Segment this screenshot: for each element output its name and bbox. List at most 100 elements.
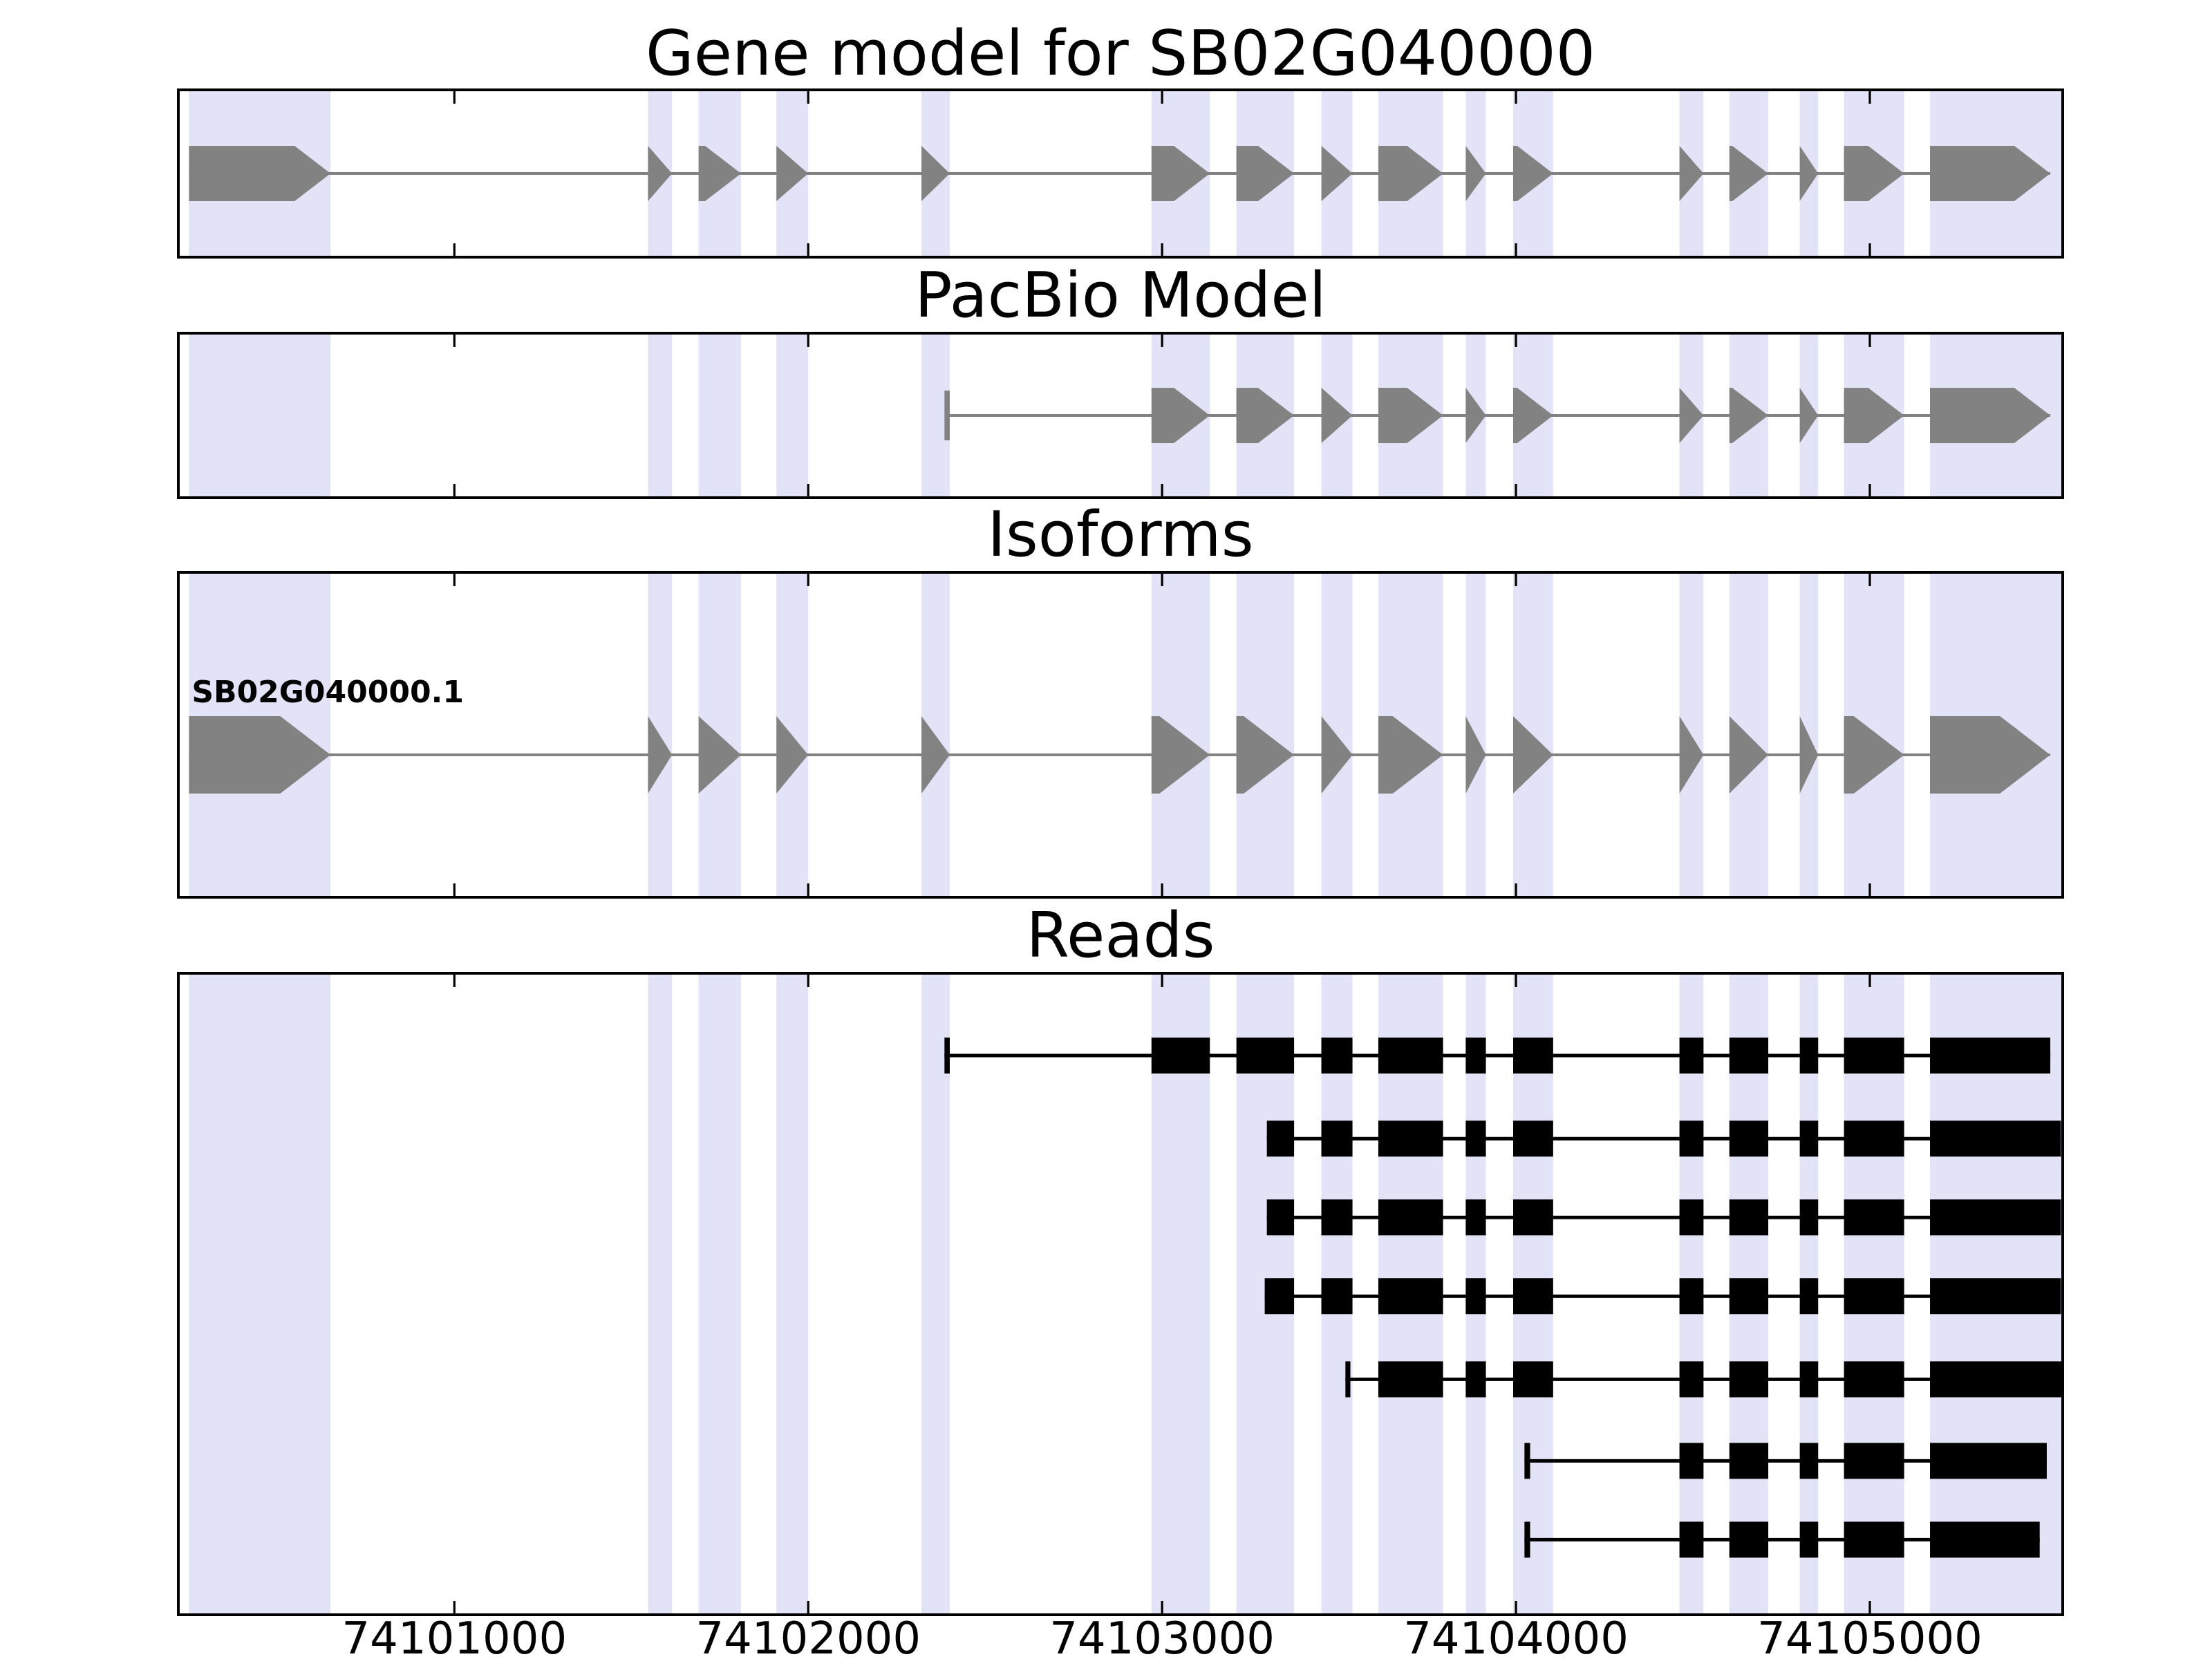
isoform-exon-arrow bbox=[1378, 716, 1443, 794]
read-exon bbox=[1930, 1278, 2061, 1315]
read-exon bbox=[1844, 1199, 1904, 1236]
gene-model-exon-arrow bbox=[1236, 146, 1294, 201]
read-exon bbox=[1729, 1199, 1769, 1236]
gene-model-exon-arrow bbox=[189, 146, 331, 201]
read-exon bbox=[1679, 1443, 1704, 1479]
isoform-exon-arrow bbox=[1844, 716, 1904, 794]
read-exon bbox=[1512, 1121, 1553, 1157]
isoform-exon-arrow bbox=[921, 716, 950, 794]
read-exon bbox=[1679, 1521, 1704, 1558]
read-start-tick bbox=[944, 1038, 950, 1074]
gene-model-exon-arrow bbox=[648, 146, 673, 201]
isoform-exon-arrow bbox=[1679, 716, 1704, 794]
panel-border bbox=[177, 972, 2064, 1616]
read-exon bbox=[1729, 1361, 1769, 1398]
gene-model-exon-arrow bbox=[1930, 146, 2050, 201]
isoform-exon-arrow bbox=[1799, 716, 1819, 794]
exon-highlight-band bbox=[189, 333, 331, 498]
exon-highlight-band bbox=[921, 973, 950, 1615]
pacbio-model-exon-arrow bbox=[1465, 388, 1486, 443]
read-exon bbox=[1378, 1121, 1443, 1157]
read-exon bbox=[1930, 1443, 2047, 1479]
isoform-exon-arrow bbox=[648, 716, 673, 794]
gene-model-exon-arrow bbox=[1378, 146, 1443, 201]
read-exon bbox=[1930, 1521, 2040, 1558]
pacbio-model-exon-arrow bbox=[1844, 388, 1904, 443]
isoform-exon-arrow bbox=[189, 716, 331, 794]
read-start-tick bbox=[1345, 1361, 1351, 1398]
isoform-exon-arrow bbox=[1321, 716, 1353, 794]
read-exon bbox=[1465, 1199, 1486, 1236]
read-exon bbox=[1930, 1121, 2061, 1157]
read-track bbox=[1266, 1199, 2061, 1236]
axis-tick-label: 74101000 bbox=[341, 1613, 567, 1659]
exon-highlight-band bbox=[648, 973, 673, 1615]
read-exon bbox=[1512, 1038, 1553, 1074]
read-exon bbox=[1844, 1278, 1904, 1315]
read-exon bbox=[1512, 1199, 1553, 1236]
panel-border bbox=[177, 332, 2064, 499]
read-exon bbox=[1679, 1278, 1704, 1315]
gene-model-exon-arrow bbox=[1844, 146, 1904, 201]
axis-tick-label: 74104000 bbox=[1403, 1613, 1629, 1659]
read-exon bbox=[1679, 1361, 1704, 1398]
read-exon bbox=[1729, 1121, 1769, 1157]
axis-tick-label: 74103000 bbox=[1049, 1613, 1275, 1659]
read-track bbox=[1524, 1443, 2047, 1479]
pacbio-model-start-tick bbox=[944, 391, 950, 440]
pacbio-model-exon-arrow bbox=[1151, 388, 1210, 443]
read-exon bbox=[1679, 1199, 1704, 1236]
gene-model-exon-arrow bbox=[776, 146, 809, 201]
exon-highlight-band bbox=[1151, 973, 1210, 1615]
pacbio-model-exon-arrow bbox=[1729, 388, 1768, 443]
read-exon bbox=[1465, 1121, 1486, 1157]
pacbio-model-exon-arrow bbox=[1679, 388, 1704, 443]
read-exon bbox=[1799, 1038, 1819, 1074]
pacbio-model-exon-arrow bbox=[1236, 388, 1294, 443]
read-start-tick bbox=[1524, 1521, 1530, 1558]
read-exon bbox=[1729, 1278, 1769, 1315]
gene-model-track bbox=[189, 146, 2051, 201]
gene-model-exon-arrow bbox=[698, 146, 741, 201]
isoform-exon-arrow bbox=[1729, 716, 1768, 794]
gene-model-exon-arrow bbox=[1465, 146, 1486, 201]
exon-highlight-band bbox=[189, 973, 331, 1615]
read-exon bbox=[1679, 1121, 1704, 1157]
read-exon bbox=[1151, 1038, 1210, 1074]
axis-tick-label: 74102000 bbox=[695, 1613, 921, 1659]
pacbio-model-exon-arrow bbox=[1321, 388, 1353, 443]
read-exon bbox=[1465, 1361, 1486, 1398]
read-exon bbox=[1844, 1121, 1904, 1157]
read-exon bbox=[1844, 1521, 1904, 1558]
exon-highlight-band bbox=[648, 333, 673, 498]
read-track bbox=[1524, 1521, 2040, 1558]
read-exon bbox=[1378, 1278, 1443, 1315]
read-exon bbox=[1930, 1199, 2061, 1236]
isoform-exon-arrow bbox=[1151, 716, 1210, 794]
read-exon bbox=[1844, 1038, 1904, 1074]
exon-highlight-band bbox=[698, 973, 741, 1615]
read-exon bbox=[1799, 1121, 1819, 1157]
read-exon bbox=[1729, 1521, 1769, 1558]
exon-highlight-band bbox=[698, 333, 741, 498]
isoform-exon-arrow bbox=[698, 716, 741, 794]
pacbio-model-exon-arrow bbox=[1930, 388, 2050, 443]
panel-border bbox=[177, 88, 2064, 259]
pacbio-model-exon-arrow bbox=[1799, 388, 1819, 443]
read-exon bbox=[1799, 1199, 1819, 1236]
read-exon bbox=[1512, 1278, 1553, 1315]
read-exon bbox=[1799, 1361, 1819, 1398]
read-exon bbox=[1930, 1038, 2051, 1074]
read-track bbox=[944, 1038, 2051, 1074]
isoform-exon-arrow bbox=[1236, 716, 1294, 794]
isoform-label: SB02G040000.1 bbox=[191, 675, 464, 710]
read-exon bbox=[1844, 1361, 1904, 1398]
pacbio-model-track bbox=[944, 388, 2051, 443]
pacbio-panel-title: PacBio Model bbox=[915, 259, 1327, 332]
gene-model-exon-arrow bbox=[1679, 146, 1704, 201]
read-exon bbox=[1729, 1038, 1769, 1074]
isoform-track bbox=[189, 716, 2051, 794]
isoform-exon-arrow bbox=[1465, 716, 1486, 794]
